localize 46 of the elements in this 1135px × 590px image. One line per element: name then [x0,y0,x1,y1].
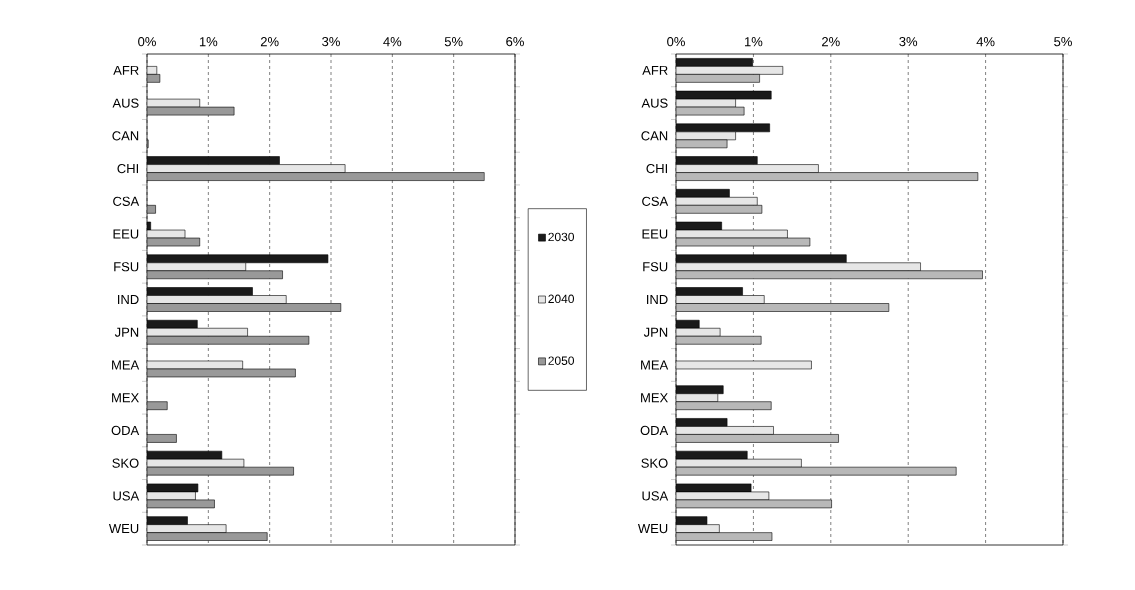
y-tick-label: JPN [643,327,668,337]
y-tick-label: USA [642,491,669,501]
y-tick-label: AUS [112,98,139,108]
y-tick-label: AFR [642,65,668,75]
y-tick-label: MEA [641,360,669,370]
x-tick-label: 1% [199,37,218,47]
y-tick-label: CSA [113,196,140,206]
x-tick-label: 3% [899,36,918,47]
x-tick-label: 4% [976,37,995,47]
y-tick-label: CSA [642,196,669,206]
x-tick-label: 0% [667,36,685,47]
y-tick-label: WEU [108,524,139,534]
x-tick-label: 5% [1054,37,1072,47]
y-tick-label: MEX [112,393,139,403]
y-tick-label: MEA [112,360,140,370]
legend-label: 2050 [548,356,575,365]
x-tick-label: 2% [260,37,279,47]
y-tick-label: AUS [641,98,668,108]
x-tick-label: 2% [822,37,840,47]
y-tick-label: FSU [643,262,668,272]
y-tick-label: CAN [641,131,668,141]
y-tick-label: ODA [640,425,669,436]
y-tick-label: IND [647,295,668,304]
y-tick-label: MEX [641,393,668,403]
y-tick-label: CAN [112,131,139,141]
y-tick-label: CHI [117,163,138,174]
y-tick-label: IND [118,295,139,304]
y-tick-label: EEU [642,229,668,239]
y-tick-label: SKO [641,458,668,468]
y-tick-label: SKO [112,458,139,468]
legend-label: 2040 [548,294,575,304]
y-tick-label: AFR [113,65,139,75]
y-tick-label: EEU [113,229,139,239]
legend-label: 2030 [548,232,575,242]
y-tick-label: JPN [114,327,139,337]
y-tick-label: FSU [114,262,139,272]
x-tick-label: 6% [506,36,524,47]
x-tick-label: 4% [383,37,402,47]
x-tick-label: 5% [444,37,463,47]
y-tick-label: WEU [637,524,668,534]
x-tick-label: 3% [322,36,340,47]
x-tick-label: 1% [745,37,763,47]
y-tick-label: USA [113,491,140,501]
y-tick-label: ODA [111,425,140,436]
y-tick-label: CHI [646,163,668,174]
x-tick-label: 0% [138,36,156,47]
